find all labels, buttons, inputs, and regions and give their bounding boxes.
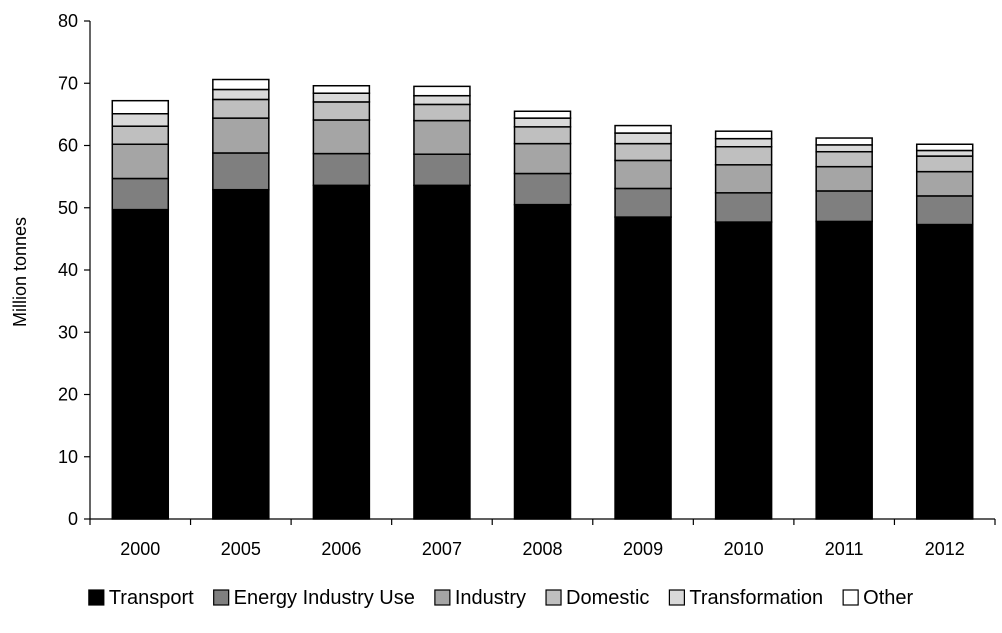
- legend-label: Domestic: [566, 587, 649, 609]
- legend-item-transformation: Transformation: [668, 587, 823, 609]
- bar-segment-transport-2010: [714, 221, 773, 520]
- bar-segment-energy-industry-use-2008: [513, 172, 572, 206]
- axes-layer: 0 10 20 30 40 50 60 70 80 2000 2005 2006 2007 2008 200…: [58, 11, 996, 559]
- legend-label: Other: [863, 587, 913, 609]
- x-tick-label: 2007: [422, 539, 462, 559]
- bar-segment-domestic-2007: [413, 103, 471, 122]
- y-tick-label: 50: [58, 198, 78, 218]
- bar-segment-domestic-2008: [513, 126, 572, 145]
- bar-segment-transport-2011: [815, 220, 873, 520]
- y-tick-label: 10: [58, 447, 78, 467]
- legend-swatch: [434, 589, 451, 606]
- bar-segment-other-2009: [614, 124, 672, 134]
- y-tick-label: 40: [58, 260, 78, 280]
- bar-segment-transport-2007: [413, 184, 471, 520]
- bar-segment-industry-2010: [714, 164, 773, 194]
- bar-segment-transformation-2008: [513, 117, 572, 128]
- y-axis-title: Million tonnes: [10, 217, 30, 327]
- bar-segment-energy-industry-use-2012: [915, 195, 974, 226]
- bar-segment-industry-2000: [111, 143, 170, 180]
- legend-swatch: [545, 589, 562, 606]
- legend-item-industry: Industry: [434, 587, 526, 609]
- bar-segment-industry-2011: [815, 165, 873, 192]
- bar-segment-transformation-2007: [413, 94, 471, 106]
- legend-label: Industry: [455, 587, 526, 609]
- x-tick-label: 2012: [925, 539, 965, 559]
- bars-layer: [111, 78, 974, 520]
- bar-segment-energy-industry-use-2011: [815, 190, 873, 223]
- bar-segment-other-2010: [714, 130, 773, 140]
- legend-item-transport: Transport: [88, 587, 194, 609]
- bar-segment-transport-2000: [111, 208, 170, 520]
- bar-segment-domestic-2000: [111, 125, 170, 146]
- bar-segment-energy-industry-use-2007: [413, 153, 471, 187]
- y-tick-label: 30: [58, 322, 78, 342]
- bar-segment-transformation-2009: [614, 132, 672, 145]
- bar-segment-transport-2009: [614, 216, 672, 520]
- bar-segment-domestic-2010: [714, 145, 773, 166]
- legend-swatch: [842, 589, 859, 606]
- legend-item-energy-industry-use: Energy Industry Use: [213, 587, 415, 609]
- bar-segment-energy-industry-use-2005: [212, 152, 270, 191]
- bar-segment-industry-2007: [413, 119, 471, 155]
- bar-segment-industry-2005: [212, 117, 270, 154]
- bar-segment-transport-2005: [212, 188, 270, 520]
- x-tick-label: 2011: [825, 539, 864, 559]
- y-tick-label: 0: [68, 509, 78, 529]
- bar-segment-industry-2012: [915, 170, 974, 197]
- legend-swatch: [213, 589, 230, 606]
- bar-segment-industry-2009: [614, 159, 672, 190]
- y-tick-label: 80: [58, 11, 78, 31]
- x-tick-label: 2010: [724, 539, 764, 559]
- x-tick-label: 2009: [623, 539, 663, 559]
- bar-segment-transformation-2010: [714, 137, 773, 148]
- bar-segment-transformation-2011: [815, 144, 873, 153]
- bar-segment-domestic-2005: [212, 98, 270, 119]
- x-tick-label: 2008: [522, 539, 562, 559]
- bar-segment-other-2000: [111, 99, 170, 115]
- x-tick-label: 2005: [221, 539, 261, 559]
- bar-segment-transformation-2000: [111, 113, 170, 127]
- legend-label: Transport: [109, 587, 194, 609]
- y-tick-label: 70: [58, 73, 78, 93]
- bar-segment-other-2005: [212, 78, 270, 91]
- bar-segment-transport-2006: [312, 184, 371, 520]
- bar-segment-energy-industry-use-2010: [714, 192, 773, 223]
- bar-segment-other-2008: [513, 110, 572, 119]
- bar-segment-domestic-2009: [614, 142, 672, 162]
- x-tick-label: 2000: [120, 539, 160, 559]
- y-tick-label: 60: [58, 136, 78, 156]
- bar-segment-industry-2006: [312, 119, 371, 155]
- bar-segment-transformation-2005: [212, 88, 270, 101]
- bar-segment-other-2006: [312, 84, 371, 94]
- bar-segment-transport-2012: [915, 223, 974, 520]
- bar-segment-transformation-2012: [915, 149, 974, 157]
- bar-segment-transport-2008: [513, 203, 572, 520]
- legend: Transport Energy Industry Use Industry Dome…: [88, 587, 914, 609]
- bar-segment-domestic-2006: [312, 101, 371, 121]
- bar-segment-domestic-2011: [815, 150, 873, 168]
- y-tick-label: 20: [58, 385, 78, 405]
- bar-segment-industry-2008: [513, 142, 572, 175]
- legend-label: Transformation: [689, 587, 823, 609]
- bar-segment-other-2007: [413, 85, 471, 97]
- legend-item-domestic: Domestic: [545, 587, 649, 609]
- bar-segment-energy-industry-use-2000: [111, 177, 170, 211]
- legend-swatch: [88, 589, 105, 606]
- bar-segment-domestic-2012: [915, 155, 974, 173]
- legend-label: Energy Industry Use: [234, 587, 415, 609]
- bar-segment-other-2011: [815, 137, 873, 146]
- bar-segment-energy-industry-use-2006: [312, 152, 371, 187]
- bar-segment-transformation-2006: [312, 92, 371, 103]
- legend-swatch: [668, 589, 685, 606]
- bar-segment-other-2012: [915, 143, 974, 152]
- legend-item-other: Other: [842, 587, 914, 609]
- x-tick-label: 2006: [321, 539, 361, 559]
- bar-segment-energy-industry-use-2009: [614, 187, 672, 218]
